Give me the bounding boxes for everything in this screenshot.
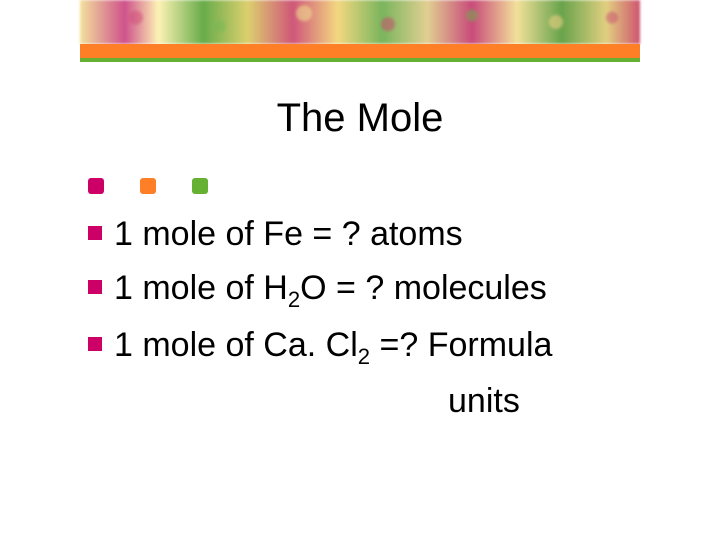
- square-bullet-icon: [88, 226, 102, 240]
- header-photo-texture: [80, 0, 640, 44]
- subscript: 2: [288, 287, 300, 312]
- bullet-text-segment: =? Formula: [370, 326, 552, 364]
- bullet-text-segment: 1 mole of Fe = ? atoms: [114, 215, 463, 253]
- bullet-text: 1 mole of H2O = ? molecules: [114, 266, 547, 315]
- header-orange-bar: [80, 44, 640, 58]
- bullet-item: 1 mole of H2O = ? molecules: [88, 266, 660, 315]
- bullet-item: 1 mole of Fe = ? atoms: [88, 212, 660, 258]
- square-bullet-icon: [88, 280, 102, 294]
- bullet-text-segment: 1 mole of Ca. Cl: [114, 326, 358, 364]
- bullet-text-segment: O = ? molecules: [300, 269, 547, 307]
- accent-dot-row: [88, 178, 208, 194]
- bullet-text: units: [448, 379, 520, 425]
- bullet-text-segment: 1 mole of H: [114, 269, 288, 307]
- bullet-item: 1 mole of Ca. Cl2 =? Formula: [88, 323, 660, 372]
- accent-dot-3: [192, 178, 208, 194]
- square-bullet-icon: [88, 337, 102, 351]
- bullet-continuation: units: [88, 379, 660, 425]
- accent-dot-1: [88, 178, 104, 194]
- header-band: [0, 0, 720, 60]
- bullet-list: 1 mole of Fe = ? atoms 1 mole of H2O = ?…: [88, 212, 660, 433]
- bullet-text: 1 mole of Fe = ? atoms: [114, 212, 463, 258]
- accent-dot-2: [140, 178, 156, 194]
- bullet-text: 1 mole of Ca. Cl2 =? Formula: [114, 323, 552, 372]
- slide-title: The Mole: [0, 96, 720, 141]
- header-green-bar: [80, 58, 640, 62]
- header-photo-strip: [80, 0, 640, 44]
- subscript: 2: [358, 343, 370, 368]
